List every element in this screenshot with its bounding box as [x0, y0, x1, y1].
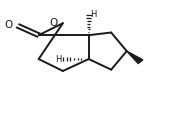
Text: H: H — [55, 55, 62, 64]
Text: H: H — [90, 10, 96, 19]
Polygon shape — [127, 51, 143, 64]
Text: O: O — [4, 20, 13, 30]
Text: O: O — [49, 18, 57, 28]
